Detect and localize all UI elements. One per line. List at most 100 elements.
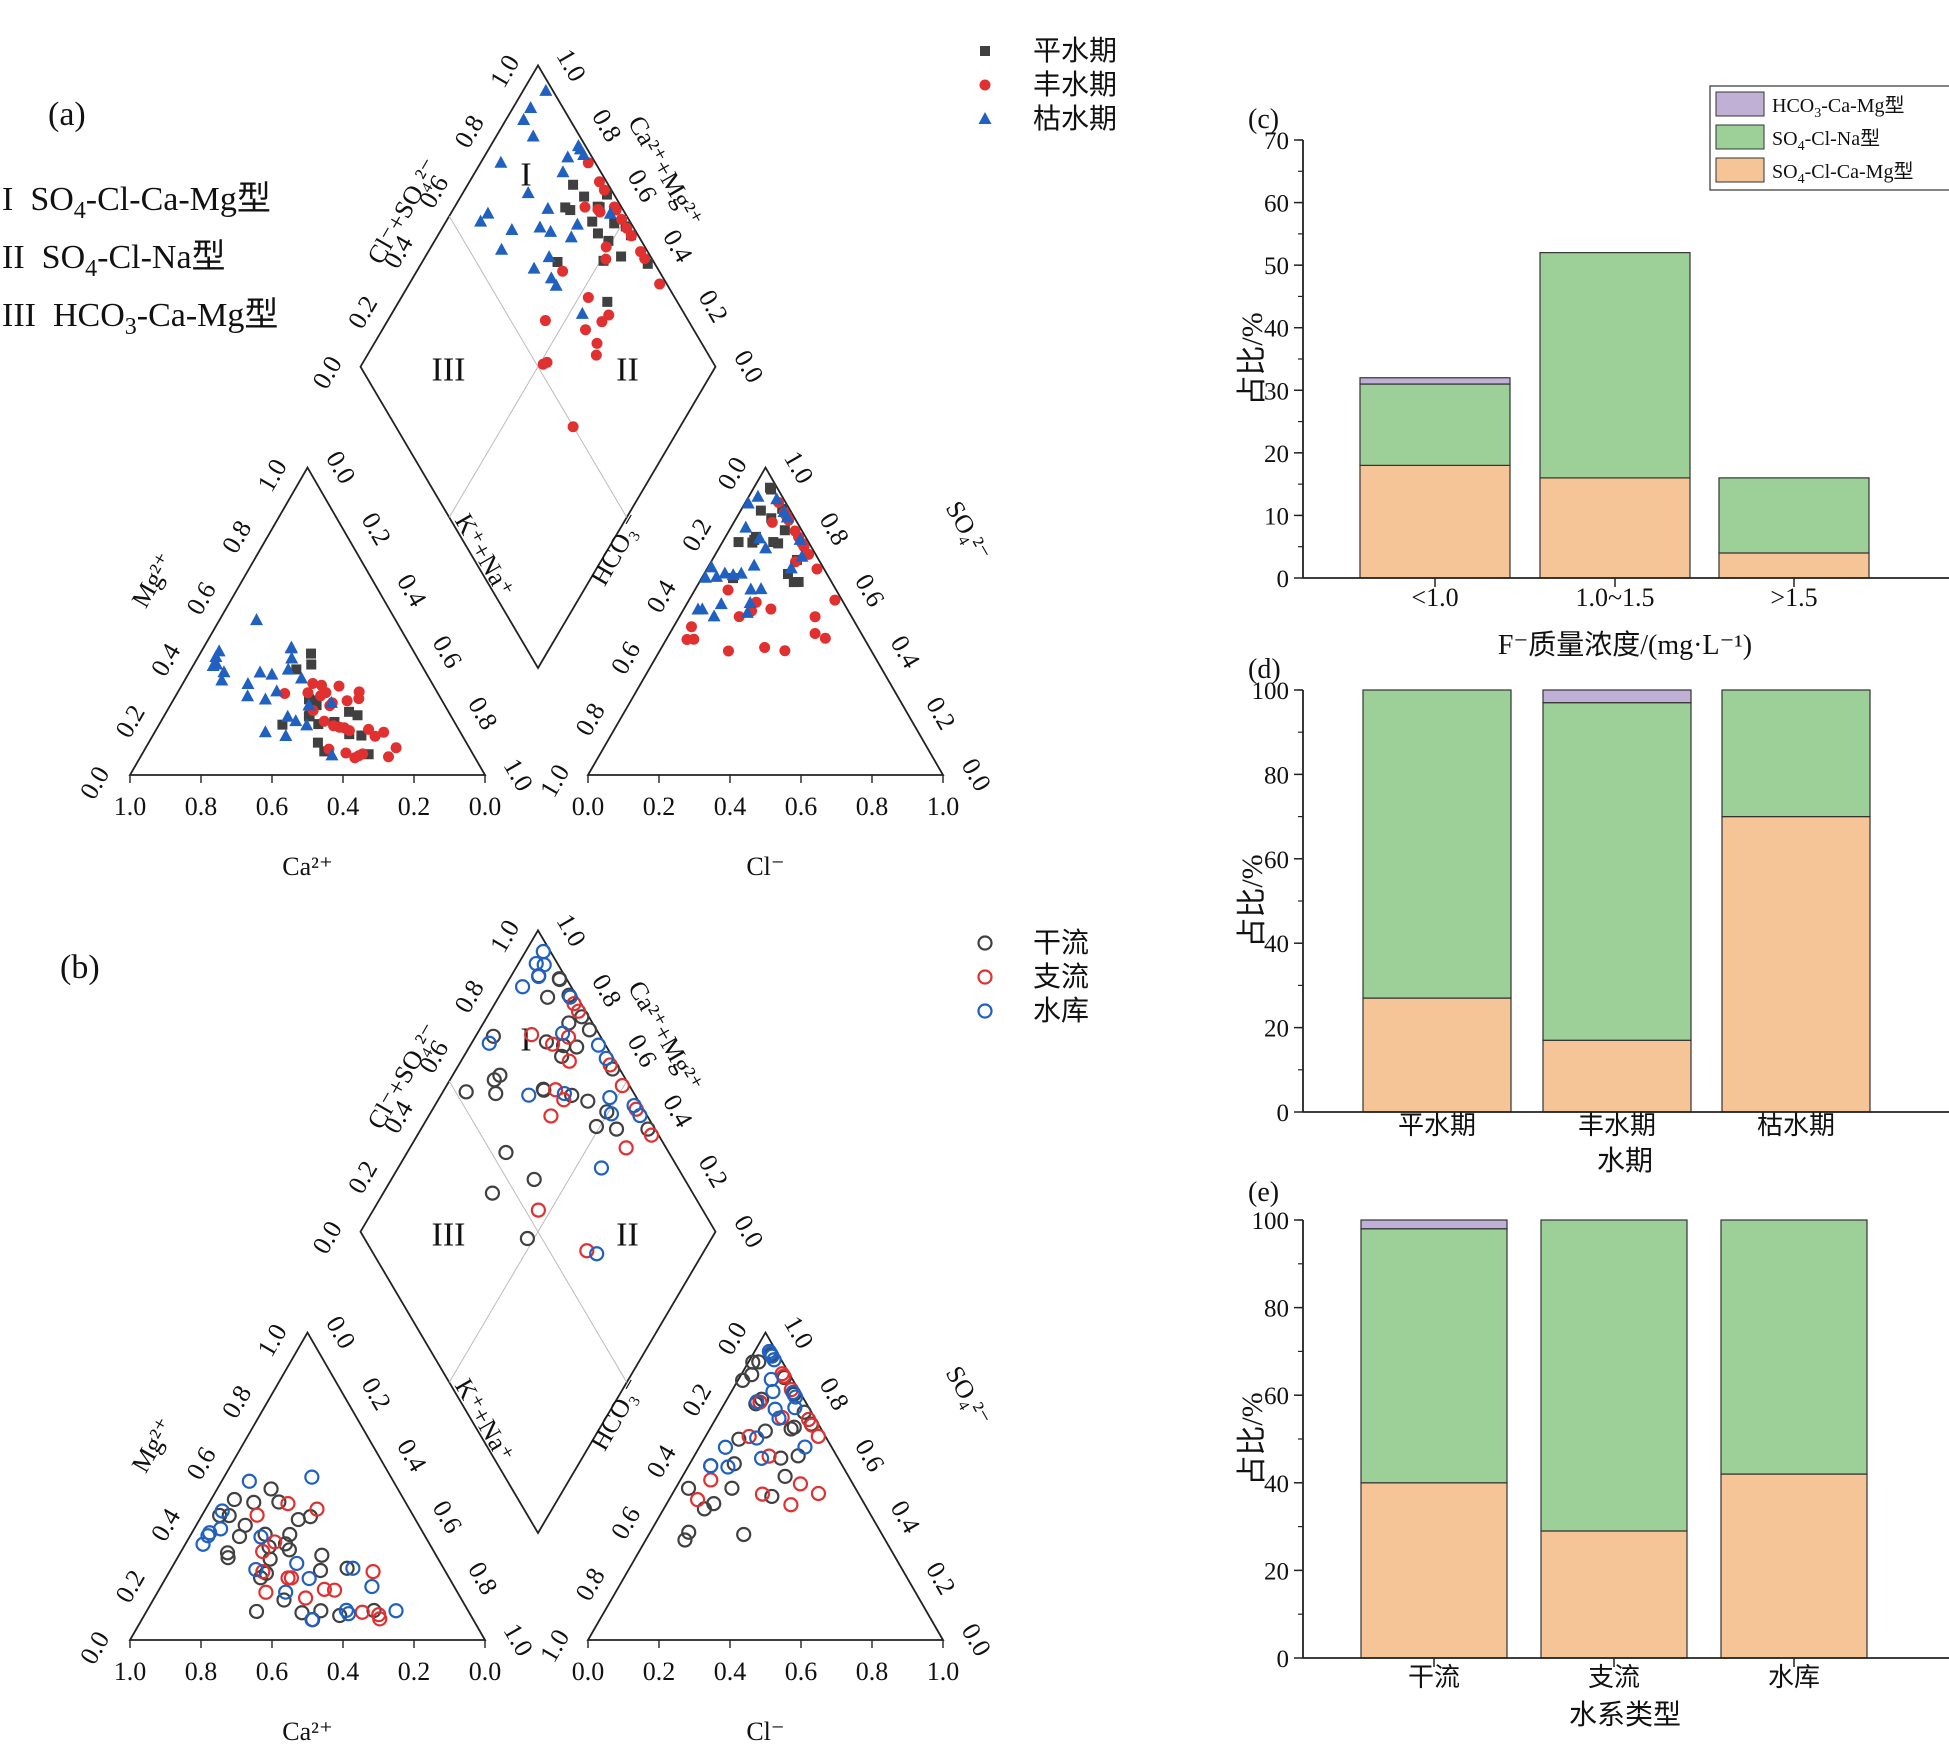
- sample-point-cation: [241, 676, 255, 689]
- sample-point-diamond: [632, 1107, 648, 1124]
- sample-point-anion: [767, 1401, 783, 1417]
- axis-label-ca: Ca²⁺: [282, 1717, 332, 1746]
- bar-segment: [1360, 1482, 1508, 1659]
- sample-point-anion: [790, 1448, 806, 1464]
- sample-point-cation: [220, 1550, 236, 1566]
- sample-point-anion: [754, 1486, 771, 1502]
- sample-point-anion: [739, 520, 753, 533]
- sample-point-anion: [779, 525, 790, 536]
- tick-label: 1.0: [927, 1657, 960, 1686]
- water-type-label: II SO4-Cl-Na型: [2, 239, 226, 282]
- tick-label: 0.0: [711, 1317, 752, 1360]
- sample-point-cation: [340, 1606, 357, 1622]
- sample-point-anion: [740, 605, 754, 618]
- sample-point-cation: [343, 725, 355, 737]
- sample-point-cation: [378, 726, 390, 738]
- sample-point-cation: [289, 714, 303, 727]
- sample-point-anion: [768, 537, 779, 548]
- sample-point-anion: [695, 602, 709, 615]
- sample-point-anion: [722, 584, 734, 596]
- sample-point-diamond: [570, 217, 584, 230]
- sample-point-cation: [255, 1564, 271, 1580]
- x-tick-label: 1.0~1.5: [1575, 583, 1654, 612]
- y-tick-label: 40: [1264, 931, 1289, 958]
- sample-point-cation: [258, 692, 272, 705]
- sample-point-diamond: [575, 306, 589, 319]
- sample-point-cation: [357, 748, 369, 760]
- sample-point-anion: [754, 1450, 770, 1466]
- bar-segment: [1542, 689, 1692, 704]
- tick-label: 1.0: [251, 454, 292, 497]
- axis-label-hco3: HCO₃⁻: [585, 1374, 649, 1456]
- sample-point-anion: [749, 534, 760, 545]
- sample-point-diamond: [598, 1050, 614, 1067]
- sample-point-anion: [793, 576, 804, 587]
- sample-point-cation: [248, 1561, 264, 1578]
- tick-label: 0.0: [74, 1626, 115, 1669]
- legend-swatch: [1715, 157, 1765, 183]
- sample-point-anion: [688, 633, 700, 645]
- y-axis-label: 占比/%: [1236, 312, 1269, 405]
- tick-label: 0.2: [693, 1150, 734, 1193]
- tick-label: 0.4: [391, 569, 432, 612]
- sample-point-diamond: [614, 1078, 630, 1094]
- sample-point-diamond: [625, 230, 637, 242]
- sample-point-cation: [215, 673, 229, 686]
- tick-label: 1.0: [114, 1657, 147, 1686]
- cation-triangle: [128, 1330, 487, 1641]
- sample-point-anion: [749, 1430, 765, 1446]
- axis-label-kna: K⁺+Na⁺: [449, 1374, 520, 1467]
- tick-label: 0.2: [643, 792, 676, 821]
- sample-point-anion: [703, 1458, 719, 1474]
- sample-point-diamond: [474, 214, 488, 227]
- sample-point-anion: [741, 1428, 757, 1445]
- panel-label: (a): [48, 96, 86, 133]
- sample-point-diamond: [560, 202, 571, 213]
- sample-point-cation: [369, 730, 381, 742]
- tick-label: 0.2: [342, 291, 383, 334]
- sample-point-cation: [341, 695, 353, 707]
- legend-label: SO4-Cl-Na型: [1772, 127, 1880, 154]
- sample-point-diamond: [524, 101, 538, 114]
- sample-point-anion: [698, 570, 712, 583]
- sample-point-anion: [689, 1492, 706, 1508]
- sample-point-cation: [313, 1603, 329, 1619]
- sample-point-diamond: [561, 1053, 577, 1069]
- tick-label: 0.2: [643, 1657, 676, 1686]
- sample-point-cation: [302, 687, 314, 699]
- sample-point-diamond: [530, 968, 547, 985]
- sample-point-diamond: [591, 337, 603, 349]
- sample-point-diamond: [498, 1144, 514, 1161]
- sample-point-anion: [795, 549, 809, 562]
- tick-label: 0.2: [920, 1557, 961, 1600]
- tick-label: 0.8: [569, 1563, 610, 1606]
- sample-point-anion: [677, 1532, 693, 1548]
- sample-point-anion: [819, 632, 831, 644]
- sample-point-anion: [733, 537, 744, 548]
- sample-point-cation: [279, 728, 293, 741]
- sample-point-cation: [285, 651, 299, 664]
- y-tick-label: 100: [1252, 1208, 1290, 1235]
- region-label-I: I: [520, 156, 531, 193]
- sample-point-cation: [314, 1547, 330, 1563]
- tick-label: 0.4: [657, 225, 698, 268]
- tick-label: 0.4: [885, 1495, 926, 1538]
- sample-point-cation: [277, 719, 288, 730]
- sample-point-diamond: [535, 943, 551, 960]
- sample-point-cation: [339, 1560, 355, 1576]
- legend-label: 枯水期: [1033, 103, 1117, 135]
- sample-point-cation: [248, 1603, 265, 1620]
- legend-marker: [977, 1003, 993, 1019]
- tick-label: 1.0: [484, 50, 525, 93]
- x-tick-label: 水库: [1768, 1663, 1820, 1692]
- panel-label: (b): [60, 949, 100, 986]
- sample-point-anion: [710, 569, 724, 582]
- sample-point-cation: [345, 1560, 361, 1576]
- sample-point-diamond: [495, 242, 509, 255]
- sample-point-anion: [810, 1428, 826, 1444]
- legend-label: 丰水期: [1033, 69, 1117, 101]
- bar-segment: [1542, 1039, 1692, 1113]
- sample-point-anion: [762, 1345, 779, 1362]
- y-tick-label: 60: [1264, 191, 1289, 218]
